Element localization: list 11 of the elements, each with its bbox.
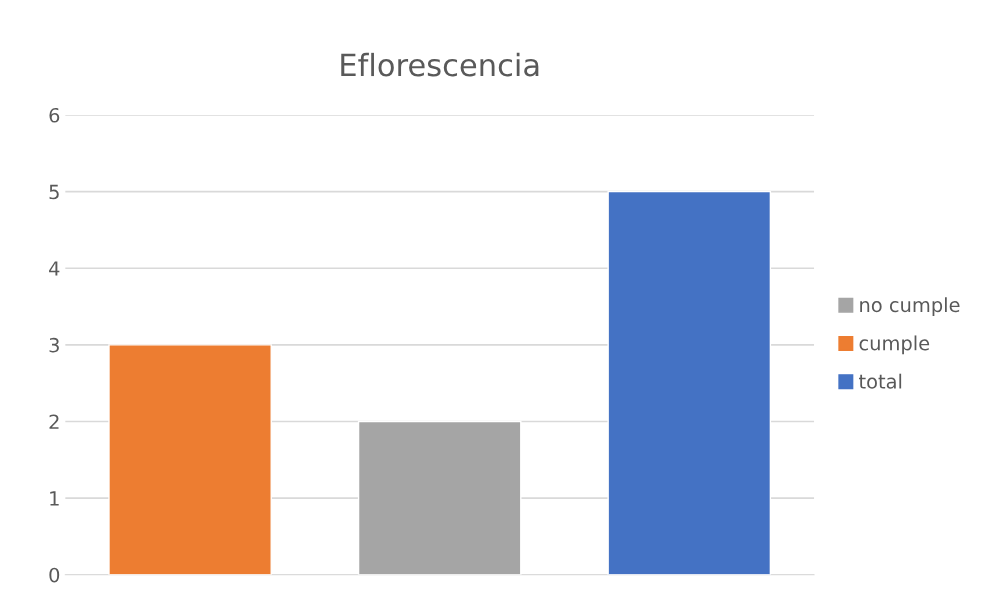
y-tick-label: 1 <box>50 491 59 506</box>
y-tick-label: 6 <box>49 107 60 123</box>
y-tick-label: 3 <box>49 337 59 353</box>
y-tick-label: 2 <box>49 414 59 429</box>
legend-label: no cumple <box>860 297 960 316</box>
chart-title: Eflorescencia <box>341 52 539 77</box>
y-tick-label: 5 <box>49 184 59 200</box>
legend-label: total <box>859 373 902 389</box>
legend-label: cumple <box>859 335 930 355</box>
y-tick-label: 4 <box>49 261 60 276</box>
y-tick-label: 0 <box>49 567 60 583</box>
